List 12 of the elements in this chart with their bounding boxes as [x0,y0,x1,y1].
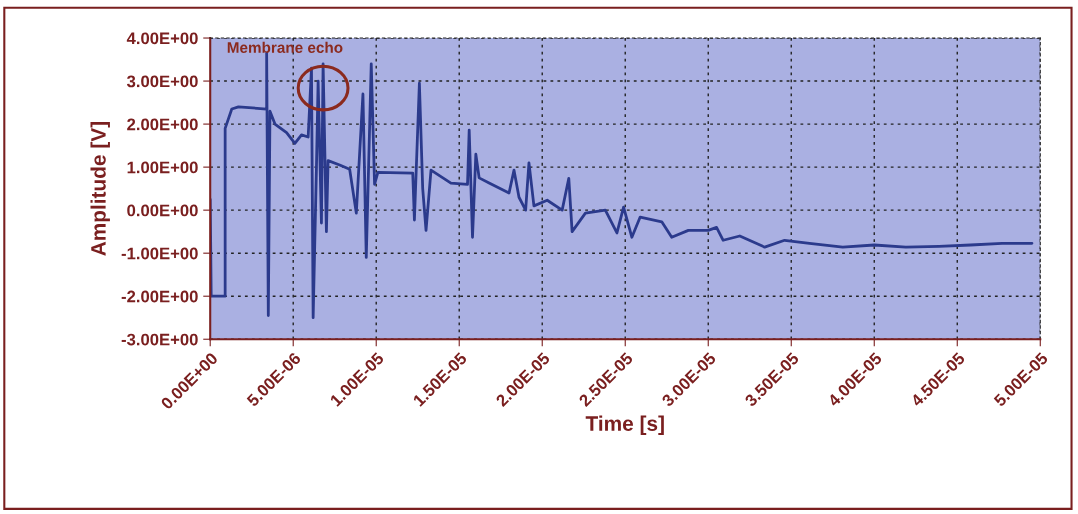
y-tick-label: 1.00E+00 [127,161,198,174]
annotation: Membrane echo [227,41,343,53]
line-series [210,51,1034,320]
y-tick-label: 2.00E+00 [127,118,198,131]
x-axis-title: Time [s] [585,415,664,436]
y-tick-label: 4.00E+00 [126,32,198,45]
y-tick-label: 0.00E+00 [127,204,198,217]
y-tick-label: 3.00E+00 [126,75,198,88]
y-axis-title: Amplitude [V] [90,122,110,256]
y-tick-label: -1.00E+00 [121,247,198,260]
y-tick-label: -2.00E+00 [121,290,198,303]
y-tick-label: -3.00E+00 [121,333,198,346]
